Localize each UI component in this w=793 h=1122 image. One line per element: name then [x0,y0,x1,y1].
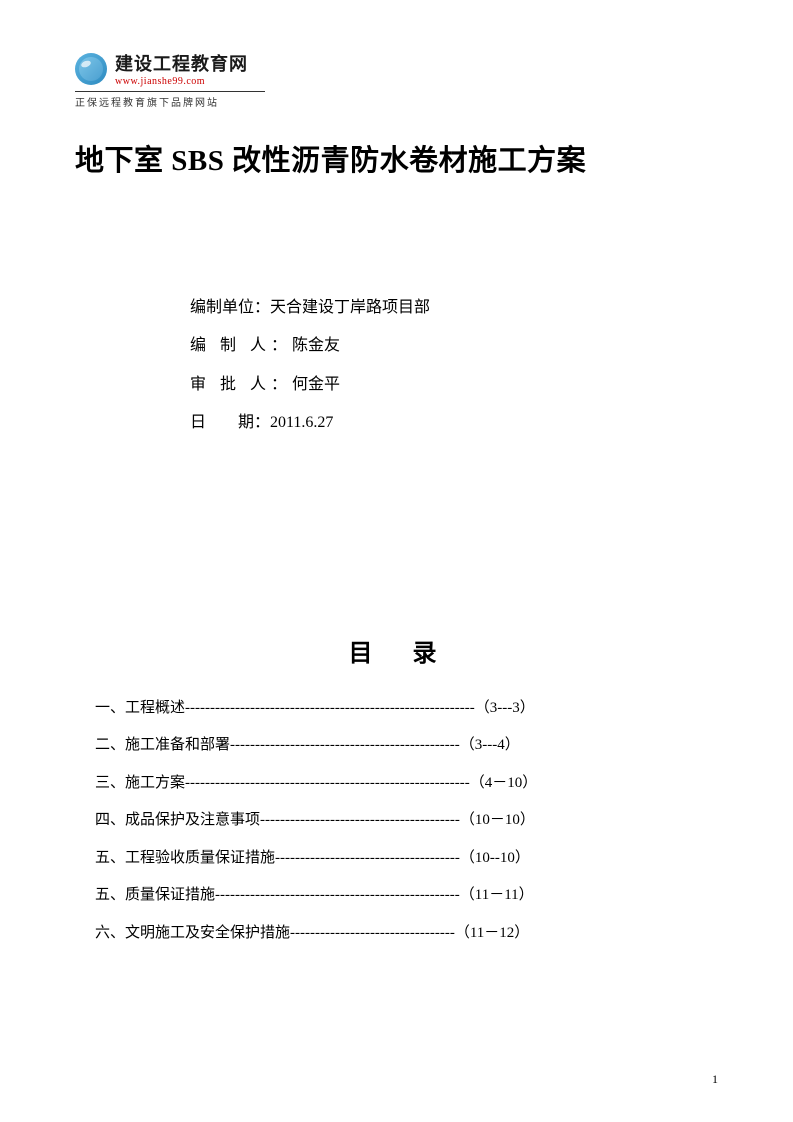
document-title: 地下室 SBS 改性沥青防水卷材施工方案 [75,137,718,179]
toc-label: 四、成品保护及注意事项 [95,802,260,840]
toc-row: 三、施工方案 ---------------------------------… [95,765,708,803]
toc-row: 五、工程验收质量保证措施 ---------------------------… [95,840,708,878]
toc-label: 六、文明施工及安全保护措施 [95,915,290,953]
info-row-author: 编 制 人： 陈金友 [190,327,718,365]
toc-title: 目 录 [75,633,718,668]
toc-dashes: ----------------------------------------… [185,765,470,803]
logo-title: 建设工程教育网 [115,50,248,76]
toc-section: 一、工程概述 ---------------------------------… [95,690,708,953]
toc-page: （11－11） [460,877,534,915]
logo-text-block: 建设工程教育网 www.jianshe99.com [115,50,248,87]
toc-page: （4－10） [470,765,538,803]
toc-dashes: ------------------------------------- [275,840,460,878]
toc-row: 二、施工准备和部署 ------------------------------… [95,727,708,765]
logo-subtitle: 正保远程教育旗下品牌网站 [75,94,718,109]
toc-dashes: ----------------------------------------… [185,690,475,728]
info-label-date: 日 期： [190,404,270,442]
toc-page: （11－12） [455,915,529,953]
toc-label: 三、施工方案 [95,765,185,803]
info-label-approver: 审 批 人： [190,366,292,404]
toc-label: 二、施工准备和部署 [95,727,230,765]
info-value-org: 天合建设丁岸路项目部 [270,289,430,327]
logo-icon [75,53,107,85]
info-value-author: 陈金友 [292,327,340,365]
toc-page: （10--10） [460,840,530,878]
toc-label: 五、质量保证措施 [95,877,215,915]
toc-dashes: ----------------------------------------… [230,727,460,765]
info-label-org: 编制单位： [190,289,270,327]
page-number: 1 [712,1072,718,1087]
info-row-org: 编制单位： 天合建设丁岸路项目部 [190,289,718,327]
logo-section: 建设工程教育网 www.jianshe99.com [75,50,718,87]
info-section: 编制单位： 天合建设丁岸路项目部 编 制 人： 陈金友 审 批 人： 何金平 日… [190,289,718,443]
toc-row: 五、质量保证措施 -------------------------------… [95,877,708,915]
toc-page: （3---4） [460,727,520,765]
info-value-approver: 何金平 [292,366,340,404]
info-value-date: 2011.6.27 [270,404,333,442]
toc-page: （10－10） [460,802,535,840]
logo-url: www.jianshe99.com [115,76,248,87]
info-row-approver: 审 批 人： 何金平 [190,366,718,404]
toc-dashes: ----------------------------------------… [215,877,460,915]
toc-page: （3---3） [475,690,535,728]
toc-dashes: --------------------------------- [290,915,455,953]
info-label-author: 编 制 人： [190,327,292,365]
toc-dashes: ---------------------------------------- [260,802,460,840]
toc-label: 一、工程概述 [95,690,185,728]
toc-row: 六、文明施工及安全保护措施 --------------------------… [95,915,708,953]
toc-row: 四、成品保护及注意事项 ----------------------------… [95,802,708,840]
logo-divider [75,91,265,92]
toc-label: 五、工程验收质量保证措施 [95,840,275,878]
toc-row: 一、工程概述 ---------------------------------… [95,690,708,728]
info-row-date: 日 期： 2011.6.27 [190,404,718,442]
